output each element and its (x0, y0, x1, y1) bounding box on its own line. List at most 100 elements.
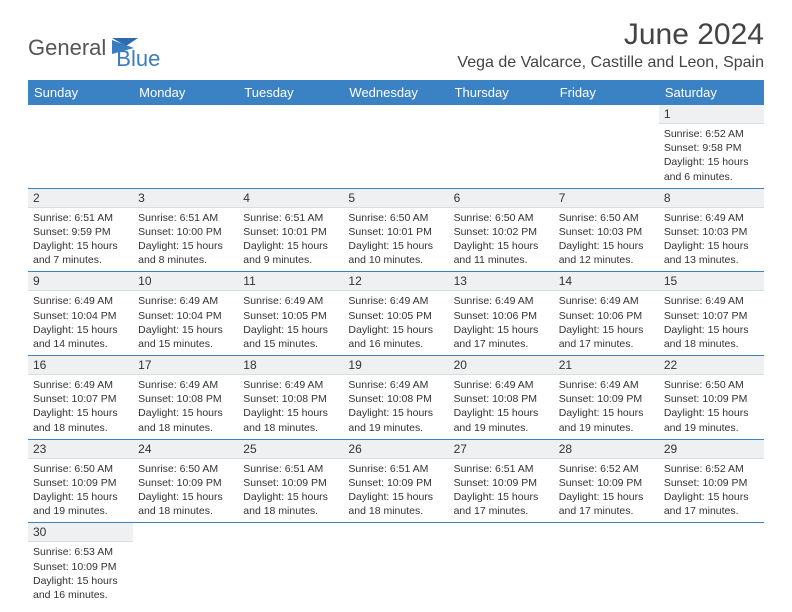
day-details: Sunrise: 6:50 AMSunset: 10:03 PMDaylight… (554, 208, 659, 272)
sunset-line: Sunset: 9:59 PM (33, 225, 128, 239)
daylight-line: Daylight: 15 hours and 14 minutes. (33, 323, 128, 351)
sunset-line: Sunset: 10:09 PM (33, 476, 128, 490)
sunset-line: Sunset: 10:08 PM (243, 392, 338, 406)
calendar-cell: 30Sunrise: 6:53 AMSunset: 10:09 PMDaylig… (28, 523, 133, 606)
calendar-body: 1Sunrise: 6:52 AMSunset: 9:58 PMDaylight… (28, 105, 764, 606)
daylight-line: Daylight: 15 hours and 17 minutes. (559, 490, 654, 518)
sunrise-line: Sunrise: 6:49 AM (243, 378, 338, 392)
sunrise-line: Sunrise: 6:49 AM (243, 294, 338, 308)
calendar-cell (133, 105, 238, 188)
day-details: Sunrise: 6:49 AMSunset: 10:07 PMDaylight… (659, 291, 764, 355)
sunrise-line: Sunrise: 6:51 AM (454, 462, 549, 476)
day-details: Sunrise: 6:49 AMSunset: 10:05 PMDaylight… (238, 291, 343, 355)
calendar-cell: 9Sunrise: 6:49 AMSunset: 10:04 PMDayligh… (28, 272, 133, 356)
sunrise-line: Sunrise: 6:49 AM (454, 294, 549, 308)
calendar-row: 1Sunrise: 6:52 AMSunset: 9:58 PMDaylight… (28, 105, 764, 188)
day-number: 1 (659, 105, 764, 124)
sunrise-line: Sunrise: 6:49 AM (664, 211, 759, 225)
calendar-cell: 16Sunrise: 6:49 AMSunset: 10:07 PMDaylig… (28, 356, 133, 440)
calendar-cell: 5Sunrise: 6:50 AMSunset: 10:01 PMDayligh… (343, 188, 448, 272)
sunrise-line: Sunrise: 6:52 AM (664, 127, 759, 141)
weekday-sunday: Sunday (28, 80, 133, 105)
calendar-cell: 3Sunrise: 6:51 AMSunset: 10:00 PMDayligh… (133, 188, 238, 272)
daylight-line: Daylight: 15 hours and 19 minutes. (348, 406, 443, 434)
day-number: 16 (28, 356, 133, 375)
day-details: Sunrise: 6:49 AMSunset: 10:07 PMDaylight… (28, 375, 133, 439)
day-number: 3 (133, 189, 238, 208)
day-details: Sunrise: 6:51 AMSunset: 10:09 PMDaylight… (238, 459, 343, 523)
day-details: Sunrise: 6:49 AMSunset: 10:08 PMDaylight… (449, 375, 554, 439)
sunrise-line: Sunrise: 6:49 AM (559, 294, 654, 308)
calendar-cell: 23Sunrise: 6:50 AMSunset: 10:09 PMDaylig… (28, 439, 133, 523)
day-details: Sunrise: 6:49 AMSunset: 10:04 PMDaylight… (28, 291, 133, 355)
day-details: Sunrise: 6:49 AMSunset: 10:06 PMDaylight… (449, 291, 554, 355)
day-number: 14 (554, 272, 659, 291)
day-details: Sunrise: 6:51 AMSunset: 9:59 PMDaylight:… (28, 208, 133, 272)
day-details: Sunrise: 6:51 AMSunset: 10:09 PMDaylight… (343, 459, 448, 523)
day-number: 19 (343, 356, 448, 375)
day-number: 29 (659, 440, 764, 459)
calendar-cell (238, 523, 343, 606)
sunset-line: Sunset: 10:04 PM (33, 309, 128, 323)
sunrise-line: Sunrise: 6:49 AM (664, 294, 759, 308)
calendar-cell: 17Sunrise: 6:49 AMSunset: 10:08 PMDaylig… (133, 356, 238, 440)
weekday-header-row: Sunday Monday Tuesday Wednesday Thursday… (28, 80, 764, 105)
sunrise-line: Sunrise: 6:51 AM (348, 462, 443, 476)
sunset-line: Sunset: 10:09 PM (664, 392, 759, 406)
day-number: 12 (343, 272, 448, 291)
calendar-cell: 25Sunrise: 6:51 AMSunset: 10:09 PMDaylig… (238, 439, 343, 523)
weekday-friday: Friday (554, 80, 659, 105)
daylight-line: Daylight: 15 hours and 18 minutes. (243, 406, 338, 434)
day-number: 6 (449, 189, 554, 208)
day-details: Sunrise: 6:50 AMSunset: 10:09 PMDaylight… (28, 459, 133, 523)
day-number: 7 (554, 189, 659, 208)
calendar-cell (343, 523, 448, 606)
day-details: Sunrise: 6:50 AMSunset: 10:09 PMDaylight… (133, 459, 238, 523)
sunrise-line: Sunrise: 6:52 AM (559, 462, 654, 476)
sunrise-line: Sunrise: 6:49 AM (33, 378, 128, 392)
day-number: 13 (449, 272, 554, 291)
day-number: 15 (659, 272, 764, 291)
sunset-line: Sunset: 10:06 PM (559, 309, 654, 323)
daylight-line: Daylight: 15 hours and 17 minutes. (454, 323, 549, 351)
day-number: 27 (449, 440, 554, 459)
sunrise-line: Sunrise: 6:51 AM (138, 211, 233, 225)
calendar-cell: 13Sunrise: 6:49 AMSunset: 10:06 PMDaylig… (449, 272, 554, 356)
calendar-cell (28, 105, 133, 188)
daylight-line: Daylight: 15 hours and 15 minutes. (138, 323, 233, 351)
day-number: 25 (238, 440, 343, 459)
calendar-cell (238, 105, 343, 188)
day-details: Sunrise: 6:53 AMSunset: 10:09 PMDaylight… (28, 542, 133, 606)
daylight-line: Daylight: 15 hours and 18 minutes. (138, 490, 233, 518)
sunset-line: Sunset: 10:04 PM (138, 309, 233, 323)
daylight-line: Daylight: 15 hours and 7 minutes. (33, 239, 128, 267)
day-number: 30 (28, 523, 133, 542)
day-details: Sunrise: 6:49 AMSunset: 10:04 PMDaylight… (133, 291, 238, 355)
calendar-cell: 29Sunrise: 6:52 AMSunset: 10:09 PMDaylig… (659, 439, 764, 523)
sunset-line: Sunset: 10:05 PM (348, 309, 443, 323)
sunset-line: Sunset: 10:01 PM (348, 225, 443, 239)
daylight-line: Daylight: 15 hours and 16 minutes. (348, 323, 443, 351)
day-number: 11 (238, 272, 343, 291)
logo-text-blue: Blue (116, 46, 160, 72)
daylight-line: Daylight: 15 hours and 15 minutes. (243, 323, 338, 351)
calendar-cell: 24Sunrise: 6:50 AMSunset: 10:09 PMDaylig… (133, 439, 238, 523)
sunset-line: Sunset: 10:06 PM (454, 309, 549, 323)
calendar-row: 16Sunrise: 6:49 AMSunset: 10:07 PMDaylig… (28, 356, 764, 440)
sunrise-line: Sunrise: 6:50 AM (559, 211, 654, 225)
calendar-cell: 11Sunrise: 6:49 AMSunset: 10:05 PMDaylig… (238, 272, 343, 356)
day-details: Sunrise: 6:51 AMSunset: 10:00 PMDaylight… (133, 208, 238, 272)
sunset-line: Sunset: 10:07 PM (33, 392, 128, 406)
day-number: 17 (133, 356, 238, 375)
daylight-line: Daylight: 15 hours and 13 minutes. (664, 239, 759, 267)
daylight-line: Daylight: 15 hours and 19 minutes. (559, 406, 654, 434)
sunset-line: Sunset: 10:09 PM (348, 476, 443, 490)
sunset-line: Sunset: 10:08 PM (348, 392, 443, 406)
location-text: Vega de Valcarce, Castille and Leon, Spa… (457, 54, 764, 72)
logo: General Blue (28, 24, 160, 72)
sunrise-line: Sunrise: 6:52 AM (664, 462, 759, 476)
daylight-line: Daylight: 15 hours and 18 minutes. (348, 490, 443, 518)
sunrise-line: Sunrise: 6:51 AM (33, 211, 128, 225)
sunrise-line: Sunrise: 6:49 AM (138, 294, 233, 308)
calendar-cell: 8Sunrise: 6:49 AMSunset: 10:03 PMDayligh… (659, 188, 764, 272)
